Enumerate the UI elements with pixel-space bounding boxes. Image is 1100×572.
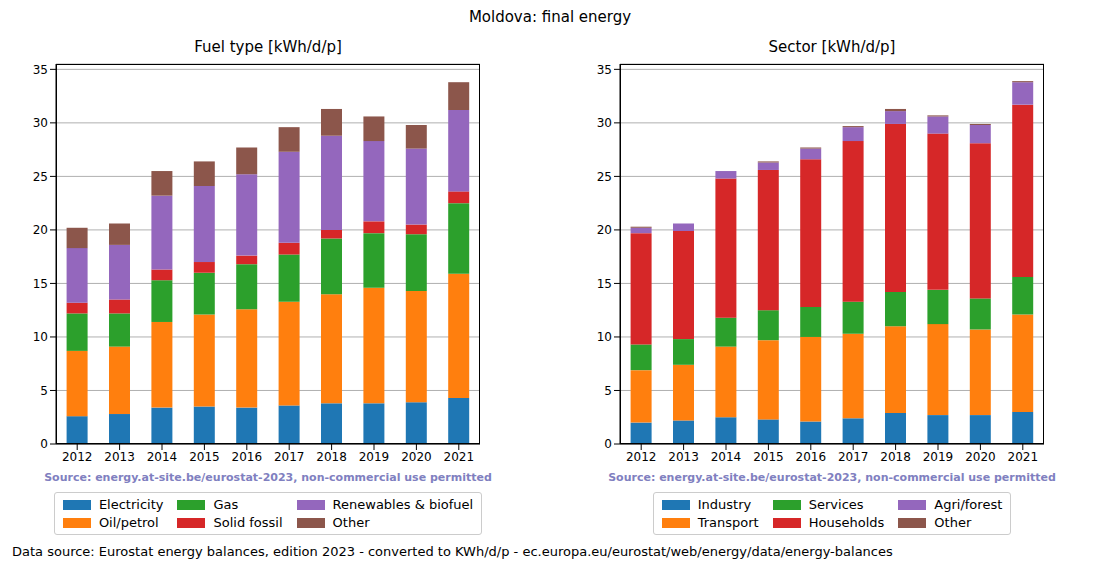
svg-text:2012: 2012	[626, 450, 657, 464]
svg-text:20: 20	[597, 223, 612, 237]
html-text:Data source: Eurostat energy b: Data source: Eurostat energy balances, e…	[12, 544, 893, 559]
svg-text:0: 0	[604, 437, 612, 451]
svg-text:0: 0	[40, 437, 48, 451]
svg-text:2017: 2017	[838, 450, 869, 464]
svg-text:10: 10	[597, 330, 612, 344]
svg-text:2021: 2021	[444, 450, 475, 464]
html-text:Fuel type [kWh/d/p]: Fuel type [kWh/d/p]	[194, 38, 342, 56]
svg-text:2014: 2014	[147, 450, 178, 464]
svg-text:30: 30	[33, 116, 48, 130]
svg-text:2015: 2015	[753, 450, 784, 464]
svg-text:30: 30	[597, 116, 612, 130]
html-text:Other: Other	[332, 515, 370, 530]
html-text:Industry: Industry	[697, 497, 752, 512]
svg-text:35: 35	[597, 63, 612, 77]
svg-text:2020: 2020	[401, 450, 432, 464]
svg-text:2020: 2020	[965, 450, 996, 464]
svg-text:2019: 2019	[923, 450, 954, 464]
html-text:Sector [kWh/d/p]: Sector [kWh/d/p]	[768, 38, 896, 56]
html-text:Electricity: Electricity	[98, 497, 164, 512]
svg-text:5: 5	[40, 384, 48, 398]
svg-text:2018: 2018	[316, 450, 347, 464]
svg-text:2017: 2017	[274, 450, 305, 464]
html-text:Source: energy.at-site.be/euro: Source: energy.at-site.be/eurostat-2023,…	[44, 471, 492, 484]
svg-text:2012: 2012	[62, 450, 93, 464]
svg-text:2018: 2018	[880, 450, 911, 464]
svg-text:2014: 2014	[711, 450, 742, 464]
svg-text:15: 15	[597, 277, 612, 291]
html-text:Source: energy.at-site.be/euro: Source: energy.at-site.be/eurostat-2023,…	[608, 471, 1056, 484]
svg-text:25: 25	[33, 170, 48, 184]
svg-text:2016: 2016	[232, 450, 263, 464]
svg-text:5: 5	[604, 384, 612, 398]
svg-text:2019: 2019	[359, 450, 390, 464]
svg-text:2015: 2015	[189, 450, 220, 464]
svg-text:35: 35	[33, 63, 48, 77]
html-text:Services: Services	[808, 497, 864, 512]
html-text:Gas: Gas	[213, 497, 239, 512]
svg-text:2013: 2013	[668, 450, 699, 464]
svg-text:25: 25	[597, 170, 612, 184]
svg-text:15: 15	[33, 277, 48, 291]
html-text:Households: Households	[808, 515, 885, 530]
html-text:Renewables & biofuel: Renewables & biofuel	[332, 497, 474, 512]
html-text:Agri/forest: Agri/forest	[934, 497, 1003, 512]
html-text:Moldova: final energy: Moldova: final energy	[468, 8, 632, 26]
html-text:Oil/petrol: Oil/petrol	[98, 515, 159, 530]
svg-text:2016: 2016	[796, 450, 827, 464]
svg-text:2013: 2013	[104, 450, 135, 464]
html-text:Solid fossil: Solid fossil	[213, 515, 283, 530]
svg-text:2021: 2021	[1008, 450, 1039, 464]
html-text:Other: Other	[934, 515, 972, 530]
svg-text:10: 10	[33, 330, 48, 344]
svg-text:20: 20	[33, 223, 48, 237]
html-text:Transport: Transport	[697, 515, 759, 530]
